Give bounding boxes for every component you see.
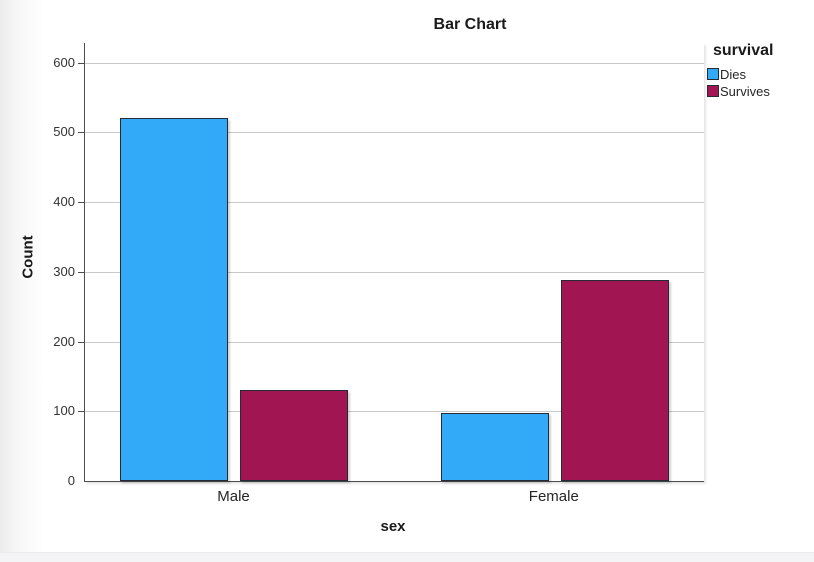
bar-male-survives xyxy=(240,390,349,481)
gridline-y-400 xyxy=(85,202,704,204)
y-axis-tick-500 xyxy=(78,132,85,134)
legend-item-dies: Dies xyxy=(707,66,811,82)
y-axis-tick-100 xyxy=(78,411,85,413)
plot-area xyxy=(78,43,704,482)
legend-label-survives: Survives xyxy=(720,83,770,99)
gridline-y-600 xyxy=(85,62,704,64)
y-tick-label-600: 600 xyxy=(53,54,75,70)
bar-male-dies xyxy=(120,118,229,481)
gridline-y-100 xyxy=(85,411,704,413)
legend-swatch-dies xyxy=(707,68,719,80)
bar-female-dies xyxy=(440,413,549,481)
x-axis-title: sex xyxy=(380,518,406,535)
legend: survival Dies Survives xyxy=(707,42,811,100)
legend-label-dies: Dies xyxy=(720,66,747,82)
y-tick-label-400: 400 xyxy=(53,194,75,210)
legend-swatch-survives xyxy=(707,85,719,97)
gridline-y-300 xyxy=(85,271,704,273)
x-category-label-female: Female xyxy=(528,488,579,505)
bar-female-survives xyxy=(560,280,669,481)
y-axis-tick-400 xyxy=(78,202,85,204)
y-axis-tick-200 xyxy=(78,341,85,343)
y-axis-title: Count xyxy=(19,235,37,279)
y-tick-label-500: 500 xyxy=(53,124,75,140)
legend-item-survives: Survives xyxy=(707,83,811,99)
window-bottom-edge xyxy=(0,552,814,562)
y-tick-label-100: 100 xyxy=(53,403,75,419)
gridline-y-500 xyxy=(85,132,704,134)
y-axis-tick-300 xyxy=(78,271,85,273)
chart-title: Bar Chart xyxy=(433,16,507,33)
y-tick-label-300: 300 xyxy=(53,263,75,279)
x-category-label-male: Male xyxy=(217,488,250,505)
window-left-edge xyxy=(0,0,44,562)
y-tick-label-0: 0 xyxy=(67,473,75,488)
legend-items: Dies Survives xyxy=(707,66,811,99)
y-axis-tick-600 xyxy=(78,62,85,64)
y-tick-label-200: 200 xyxy=(53,333,75,349)
gridline-y-200 xyxy=(85,341,704,343)
legend-title: survival xyxy=(713,42,774,59)
